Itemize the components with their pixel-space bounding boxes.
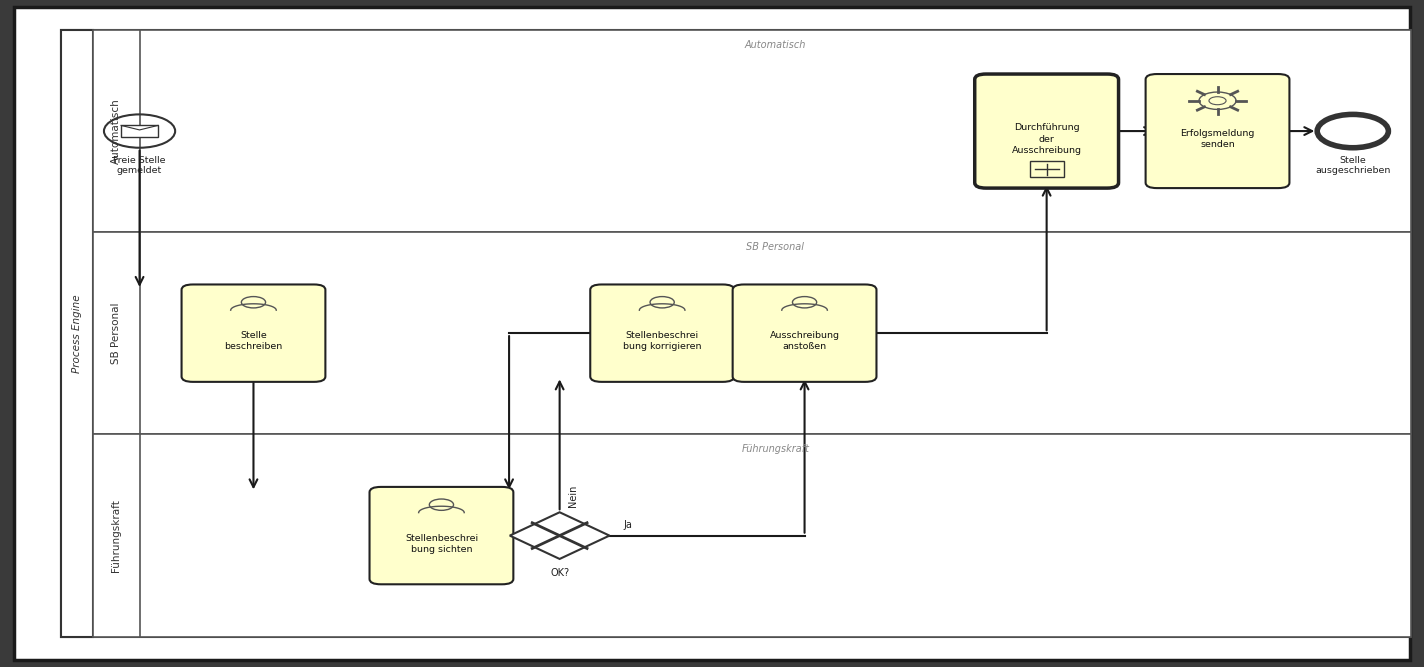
Text: Erfolgsmeldung
senden: Erfolgsmeldung senden <box>1180 129 1255 149</box>
Text: Process Engine: Process Engine <box>71 294 83 373</box>
FancyBboxPatch shape <box>93 434 140 637</box>
Polygon shape <box>510 512 609 559</box>
Text: Stellenbeschrei
bung korrigieren: Stellenbeschrei bung korrigieren <box>622 331 702 352</box>
FancyBboxPatch shape <box>93 30 140 232</box>
FancyBboxPatch shape <box>93 232 140 434</box>
Text: SB Personal: SB Personal <box>746 242 805 252</box>
FancyBboxPatch shape <box>591 285 735 382</box>
Text: Durchführung
der
Ausschreibung: Durchführung der Ausschreibung <box>1011 123 1082 155</box>
Text: Automatisch: Automatisch <box>111 98 121 164</box>
Text: OK?: OK? <box>550 568 570 578</box>
Text: Freie Stelle
gemeldet: Freie Stelle gemeldet <box>114 156 165 175</box>
FancyBboxPatch shape <box>181 285 325 382</box>
Text: Ausschreibung
anstoßen: Ausschreibung anstoßen <box>769 331 840 352</box>
Text: Stellenbeschrei
bung sichten: Stellenbeschrei bung sichten <box>404 534 478 554</box>
Text: Stelle
beschreiben: Stelle beschreiben <box>225 331 282 352</box>
FancyBboxPatch shape <box>93 434 1411 637</box>
FancyBboxPatch shape <box>93 232 1411 434</box>
Text: Führungskraft: Führungskraft <box>111 499 121 572</box>
Text: Ja: Ja <box>624 520 632 530</box>
FancyBboxPatch shape <box>93 30 1411 232</box>
FancyBboxPatch shape <box>14 7 1410 660</box>
FancyBboxPatch shape <box>1145 74 1290 188</box>
Text: Nein: Nein <box>568 484 578 507</box>
Text: SB Personal: SB Personal <box>111 302 121 364</box>
FancyBboxPatch shape <box>732 285 876 382</box>
FancyBboxPatch shape <box>370 487 514 584</box>
FancyBboxPatch shape <box>61 30 1411 637</box>
FancyBboxPatch shape <box>974 74 1118 188</box>
FancyBboxPatch shape <box>61 30 93 637</box>
Text: Automatisch: Automatisch <box>745 40 806 50</box>
Text: Stelle
ausgeschrieben: Stelle ausgeschrieben <box>1316 156 1390 175</box>
Text: Führungskraft: Führungskraft <box>742 444 809 454</box>
FancyBboxPatch shape <box>121 125 158 137</box>
FancyBboxPatch shape <box>1030 161 1064 177</box>
